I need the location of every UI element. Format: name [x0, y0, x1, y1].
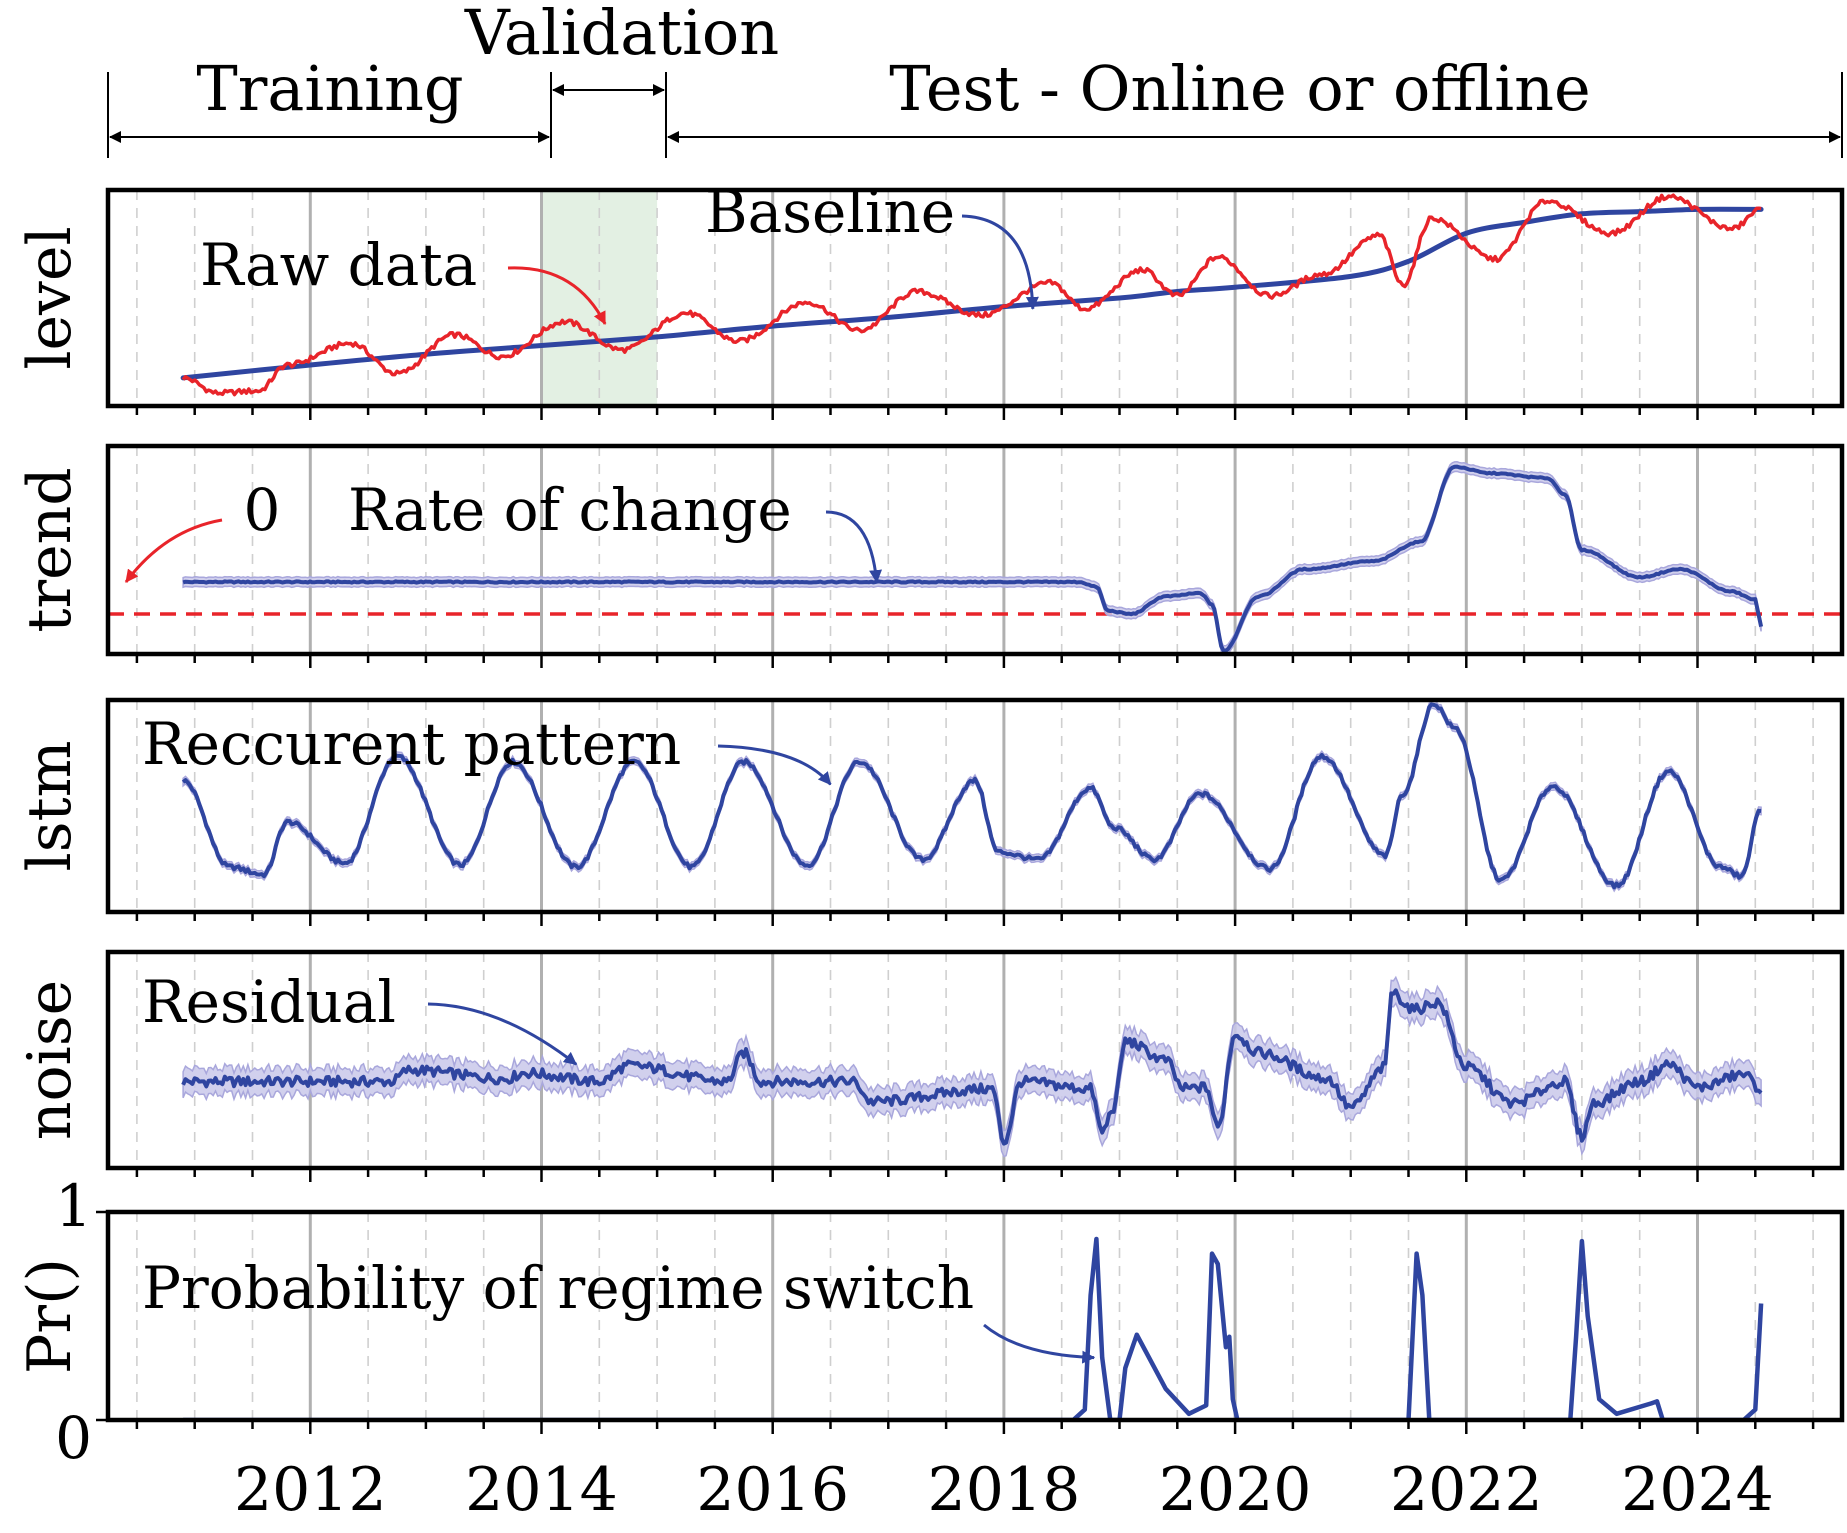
- y-axis-label-noise: noise: [15, 980, 85, 1140]
- uncertainty-band-residual: [182, 975, 1762, 1158]
- validation-label: Validation: [464, 0, 779, 69]
- test-label: Test - Online or offline: [889, 52, 1590, 125]
- y-tick-label: 0: [55, 1404, 92, 1472]
- annotation-arrow-rate-of-change: [825, 510, 883, 584]
- plot-area-trend: [182, 461, 1764, 654]
- series-reccurent-pattern: [181, 702, 1762, 890]
- zero-label: 0: [244, 476, 281, 544]
- annotation-arrow-raw-data: [507, 266, 607, 325]
- panel-frame: [105, 187, 1845, 409]
- x-tick-label: 2014: [465, 1455, 618, 1525]
- y-axis-label-pr: Pr(): [15, 1258, 85, 1374]
- x-tick-label: 2012: [234, 1455, 387, 1525]
- panel-frame: [105, 949, 1845, 1171]
- annotation-probability-of-regime-switch: Probability of regime switch: [142, 1254, 974, 1322]
- x-axis-tick-labels: 2012 2014 2016 2018 2020 2022 2024: [234, 1455, 1774, 1525]
- annotation-reccurent-pattern: Reccurent pattern: [142, 710, 681, 778]
- series-rate-of-change: [182, 464, 1764, 653]
- plot-area-noise: [181, 975, 1763, 1158]
- panel-noise: noise Residual: [15, 949, 1845, 1182]
- x-tick-label: 2020: [1159, 1455, 1312, 1525]
- annotation-baseline: Baseline: [705, 178, 955, 246]
- panels: level Raw data Baseline trend 0 Rate of chang…: [15, 178, 1845, 1472]
- y-tick-label: 1: [55, 1172, 92, 1240]
- annotation-arrow-probability-of-regime-switch: [983, 1323, 1096, 1364]
- series-baseline: [180, 206, 1764, 381]
- series-probability-of-regime-switch: [183, 1236, 1764, 1420]
- panel-level: level Raw data Baseline: [15, 178, 1845, 420]
- x-tick-label: 2024: [1621, 1455, 1774, 1525]
- y-axis-label-lstm: lstm: [15, 741, 85, 872]
- plot-area-lstm: [181, 700, 1762, 893]
- panel-lstm: lstm Reccurent pattern: [15, 697, 1845, 926]
- panel-frame: [105, 697, 1845, 915]
- annotation-arrow-reccurent-pattern: [717, 744, 832, 786]
- annotation-arrow-baseline: [961, 214, 1039, 310]
- uncertainty-band-rate-of-change: [182, 461, 1762, 654]
- annotation-residual: Residual: [142, 968, 396, 1036]
- panel-frame: [105, 1209, 1845, 1423]
- x-tick-label: 2022: [1390, 1455, 1543, 1525]
- x-tick-label: 2016: [696, 1455, 849, 1525]
- training-label: Training: [196, 52, 463, 125]
- panel-trend: trend 0 Rate of change: [15, 443, 1845, 668]
- zero-label-arrow: [124, 518, 223, 583]
- panel-frame: [105, 443, 1845, 657]
- annotation-raw-data: Raw data: [200, 231, 477, 299]
- annotation-rate-of-change: Rate of change: [348, 476, 792, 544]
- plot-area-pr: [183, 1236, 1764, 1420]
- series-residual: [181, 988, 1763, 1146]
- series-raw-data: [181, 193, 1762, 397]
- annotation-arrow-residual: [427, 1002, 578, 1066]
- y-axis-label-trend: trend: [15, 467, 85, 632]
- plot-area-level: [180, 193, 1764, 397]
- y-axis-label-level: level: [15, 226, 85, 369]
- period-header: Training Validation Test - Online or off…: [107, 0, 1843, 158]
- panel-pr: Pr() 0 1 Probability of regime switch: [15, 1172, 1845, 1472]
- x-tick-label: 2018: [928, 1455, 1081, 1525]
